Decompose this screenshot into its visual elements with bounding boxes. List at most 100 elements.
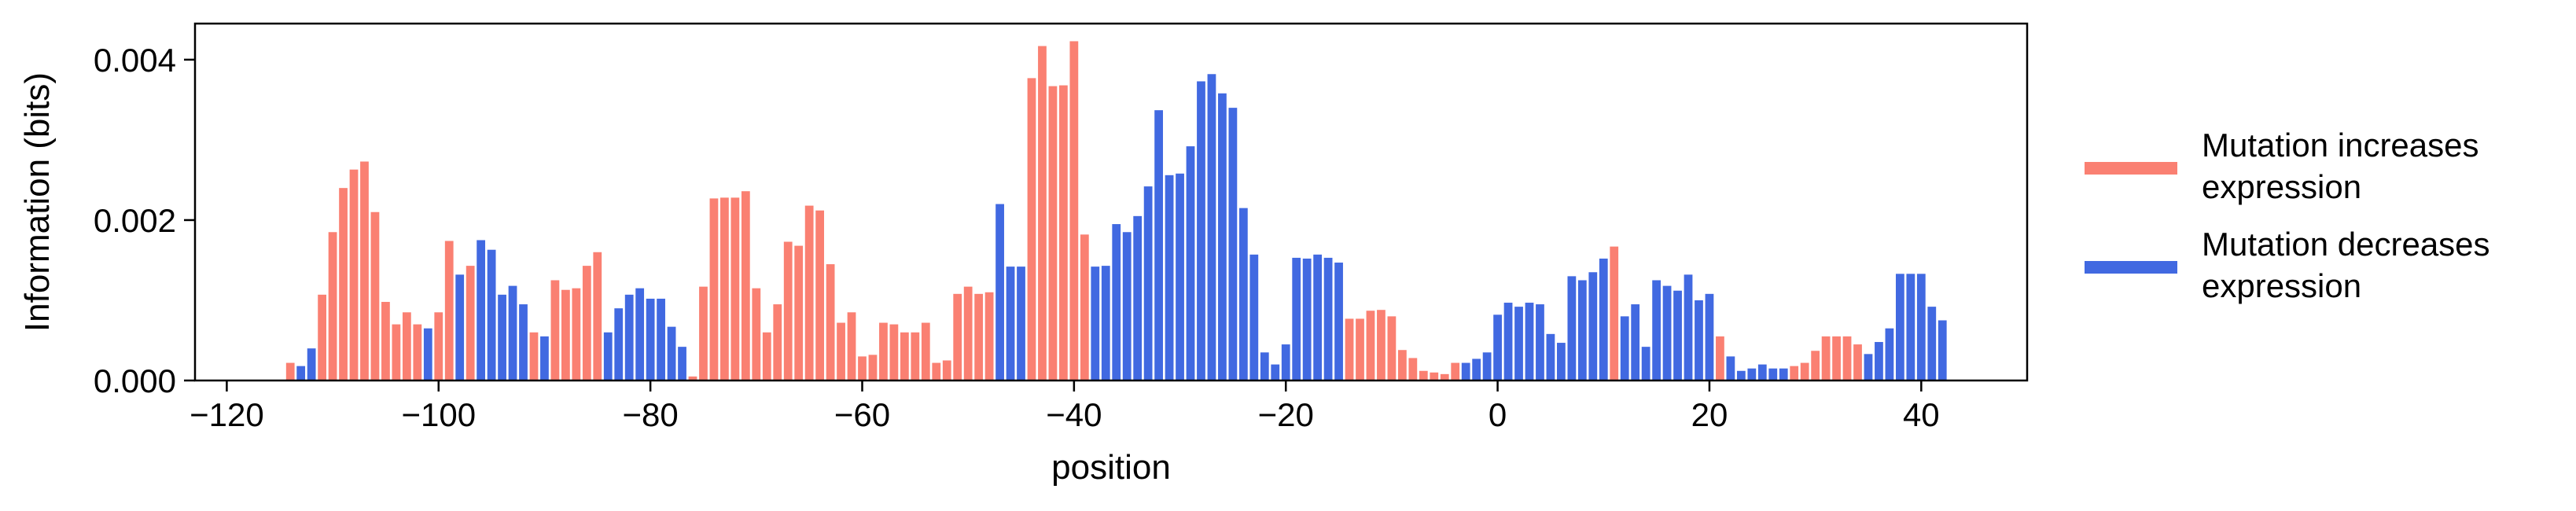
bar-increase [1842,336,1852,380]
bar-decrease [1260,352,1269,380]
bar-increase [804,205,814,380]
bar-decrease [540,336,549,380]
bar-decrease [1482,352,1492,380]
bar-decrease [1017,267,1025,380]
bar-increase [984,292,994,380]
bar-increase [783,241,793,380]
bar-increase [868,355,878,380]
bar-increase [847,312,856,380]
bar-decrease [1546,333,1555,380]
x-tick-label: 0 [1489,396,1507,433]
bar-increase [285,362,295,380]
bar-decrease [1323,257,1333,380]
bar-decrease [1165,175,1174,380]
bar-increase [381,302,390,380]
bar-decrease [519,304,528,380]
bar-decrease [603,332,613,380]
bar-increase [1356,318,1364,380]
bar-decrease [995,204,1004,380]
bar-decrease [1927,307,1937,380]
bar-decrease [1249,254,1259,380]
bar-decrease [1228,108,1238,380]
bar-decrease [1779,368,1788,380]
bar-decrease [1143,186,1153,380]
bar-increase [1048,86,1058,380]
bar-increase [1419,370,1428,380]
bar-increase [402,312,411,380]
bar-decrease [1652,280,1661,380]
x-tick-label: −100 [401,396,476,433]
bar-decrease [1112,224,1121,380]
bar-increase [1811,351,1820,380]
bar-increase [328,232,337,380]
legend-label: expression [2202,168,2361,205]
bar-decrease [1154,110,1163,380]
bar-increase [413,324,422,380]
x-tick-label: −20 [1258,396,1314,433]
x-tick-label: −80 [623,396,679,433]
bar-decrease [1906,274,1915,380]
bar-increase [1038,46,1047,380]
bar-decrease [477,240,486,380]
x-axis: −120 −100 −80 −60 −40 −20 0 20 40 [190,380,1940,433]
bar-increase [720,197,729,380]
bar-increase [752,288,761,380]
bar-decrease [1599,258,1608,380]
bar-increase [1716,336,1724,380]
bar-increase [1821,336,1831,380]
bar-increase [1408,358,1418,380]
bar-increase [1080,234,1089,380]
y-tick-label: 0.000 [94,362,176,399]
bar-increase [1853,344,1862,380]
bar-decrease [1641,347,1650,380]
bar-increase [1377,310,1386,380]
legend-label: expression [2202,267,2361,304]
bar-increase [349,169,359,380]
bar-increase [1069,41,1079,380]
bar-increase [688,376,697,380]
bar-increase [1345,318,1354,380]
bar-increase [858,356,867,380]
x-tick-label: −60 [834,396,890,433]
bar-increase [730,197,740,380]
bar-increase [550,280,560,380]
legend-label: Mutation decreases [2202,226,2490,263]
bar-decrease [296,366,306,380]
bar-increase [1610,246,1619,380]
bar-decrease [1334,263,1343,380]
bar-decrease [423,328,432,380]
bar-decrease [1885,328,1894,380]
y-axis-label: Information (bits) [18,72,57,332]
bar-increase [1790,366,1799,380]
bar-increase [434,312,443,380]
bar-decrease [1684,274,1693,380]
bar-increase [773,304,782,380]
bar-increase [582,266,591,380]
bar-increase [360,161,369,381]
bar-series [285,41,1947,381]
bar-decrease [1768,368,1778,380]
legend-label: Mutation increases [2202,127,2479,164]
bar-increase [889,324,899,380]
bar-decrease [508,285,517,380]
bar-decrease [1567,276,1577,380]
bar-decrease [1705,293,1714,380]
bar-decrease [1302,258,1312,380]
bar-decrease [624,294,634,380]
bar-decrease [1864,354,1873,380]
bar-decrease [1006,267,1015,380]
bar-decrease [1503,303,1513,380]
bar-increase [1366,311,1375,380]
y-tick-label: 0.004 [94,42,176,79]
bar-increase [974,293,984,380]
bar-increase [953,293,962,380]
y-tick-label: 0.002 [94,202,176,239]
bar-decrease [1916,274,1926,380]
bar-decrease [1292,257,1301,380]
bar-decrease [1673,290,1682,380]
legend-swatch [2085,261,2177,274]
bar-increase [1440,373,1449,380]
bar-increase [572,288,581,380]
bar-decrease [307,348,316,380]
bar-decrease [614,308,624,380]
